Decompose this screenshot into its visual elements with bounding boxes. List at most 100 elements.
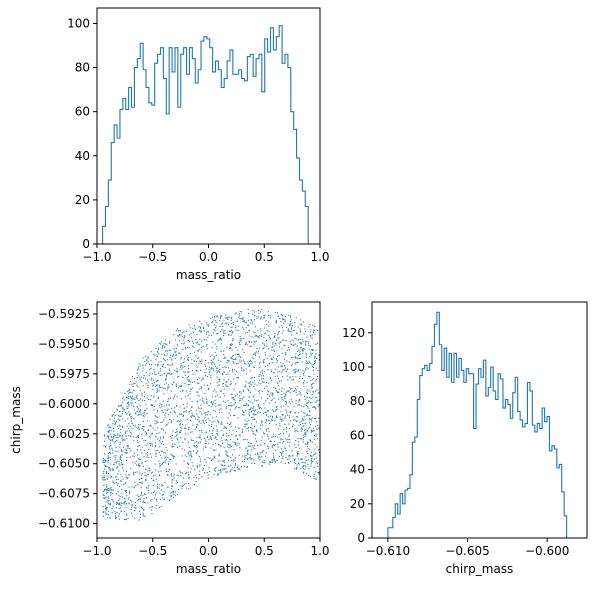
scatter-point bbox=[260, 440, 262, 442]
scatter-point bbox=[197, 391, 199, 393]
scatter-point bbox=[256, 347, 258, 350]
scatter-point bbox=[137, 408, 139, 410]
scatter-point bbox=[220, 350, 222, 352]
scatter-point bbox=[290, 343, 292, 345]
scatter-point bbox=[215, 425, 217, 427]
scatter-point bbox=[309, 422, 311, 424]
scatter-point bbox=[294, 419, 296, 421]
scatter-point bbox=[141, 399, 143, 401]
scatter-point bbox=[197, 407, 199, 409]
scatter-point bbox=[234, 457, 236, 459]
scatter-point bbox=[204, 437, 206, 439]
scatter-point bbox=[182, 390, 184, 392]
scatter-point bbox=[167, 414, 169, 416]
scatter-point bbox=[206, 401, 208, 403]
scatter-point bbox=[273, 336, 276, 338]
scatter-point bbox=[208, 467, 210, 469]
scatter-point bbox=[150, 477, 153, 480]
scatter-point bbox=[299, 328, 301, 330]
scatter-point bbox=[165, 468, 167, 470]
scatter-point bbox=[134, 424, 136, 426]
scatter-point bbox=[246, 466, 248, 468]
scatter-point bbox=[248, 389, 250, 391]
scatter-point bbox=[133, 473, 135, 475]
scatter-point bbox=[242, 348, 244, 350]
scatter-point bbox=[189, 393, 191, 395]
histogram-step-line bbox=[102, 25, 309, 244]
scatter-point bbox=[251, 362, 253, 364]
scatter-point bbox=[102, 475, 104, 477]
scatter-point bbox=[209, 470, 211, 473]
scatter-point bbox=[275, 409, 277, 411]
scatter-point bbox=[138, 368, 140, 370]
scatter-point bbox=[205, 375, 207, 377]
scatter-point bbox=[129, 456, 131, 458]
scatter-point bbox=[171, 445, 173, 447]
scatter-point bbox=[282, 339, 284, 341]
scatter-point bbox=[250, 361, 252, 363]
scatter-point bbox=[127, 478, 129, 480]
scatter-point bbox=[299, 341, 301, 344]
scatter-point bbox=[130, 397, 132, 399]
scatter-point bbox=[219, 316, 221, 318]
scatter-point bbox=[269, 377, 271, 379]
scatter-point bbox=[211, 421, 213, 423]
scatter-point bbox=[257, 350, 260, 352]
scatter-point bbox=[120, 429, 122, 431]
scatter-point bbox=[310, 354, 312, 356]
scatter-point bbox=[192, 328, 194, 330]
scatter-point bbox=[109, 517, 111, 519]
scatter-point bbox=[237, 353, 239, 356]
scatter-point bbox=[139, 377, 141, 379]
scatter-point bbox=[245, 363, 247, 365]
scatter-point bbox=[209, 457, 211, 459]
scatter-point bbox=[157, 397, 159, 399]
scatter-point bbox=[239, 395, 241, 397]
x-tick-label: 0.0 bbox=[199, 544, 218, 558]
scatter-point bbox=[249, 381, 251, 383]
scatter-point bbox=[121, 410, 124, 413]
scatter-point bbox=[131, 423, 133, 425]
scatter-point bbox=[312, 454, 314, 456]
scatter-point bbox=[275, 344, 277, 346]
scatter-point bbox=[313, 329, 315, 331]
scatter-point bbox=[140, 474, 142, 476]
scatter-point bbox=[281, 387, 283, 389]
scatter-point bbox=[286, 431, 288, 433]
scatter-point bbox=[220, 338, 222, 340]
scatter-point bbox=[161, 345, 164, 347]
scatter-point bbox=[129, 413, 131, 415]
scatter-point bbox=[287, 329, 289, 331]
scatter-point bbox=[144, 461, 146, 463]
scatter-point bbox=[284, 319, 286, 321]
scatter-point bbox=[288, 445, 291, 447]
scatter-point bbox=[301, 458, 303, 461]
scatter-point bbox=[263, 460, 265, 462]
scatter-point bbox=[211, 458, 213, 460]
scatter-point bbox=[141, 433, 143, 435]
scatter-point bbox=[233, 378, 235, 380]
scatter-point bbox=[127, 435, 129, 437]
mass-ratio-histogram-x-ticks: −1.0 −0.5 0.0 0.5 1.0 bbox=[82, 244, 330, 264]
scatter-point bbox=[200, 351, 202, 353]
scatter-point bbox=[162, 365, 164, 367]
scatter-point bbox=[231, 343, 233, 345]
scatter-point bbox=[300, 319, 302, 321]
scatter-point bbox=[154, 355, 156, 357]
scatter-point bbox=[242, 359, 244, 361]
scatter-point bbox=[311, 441, 313, 443]
scatter-point bbox=[115, 455, 117, 457]
scatter-point bbox=[173, 445, 175, 447]
scatter-point bbox=[275, 322, 277, 324]
scatter-point bbox=[213, 456, 215, 458]
scatter-point bbox=[183, 337, 185, 339]
scatter-point bbox=[251, 457, 253, 459]
scatter-point bbox=[236, 376, 238, 379]
scatter-point bbox=[166, 409, 168, 412]
scatter-point bbox=[154, 463, 156, 465]
scatter-point bbox=[102, 511, 104, 514]
scatter-point bbox=[212, 361, 214, 363]
scatter-point bbox=[306, 367, 308, 369]
scatter-point bbox=[189, 471, 191, 473]
scatter-point bbox=[199, 460, 201, 462]
